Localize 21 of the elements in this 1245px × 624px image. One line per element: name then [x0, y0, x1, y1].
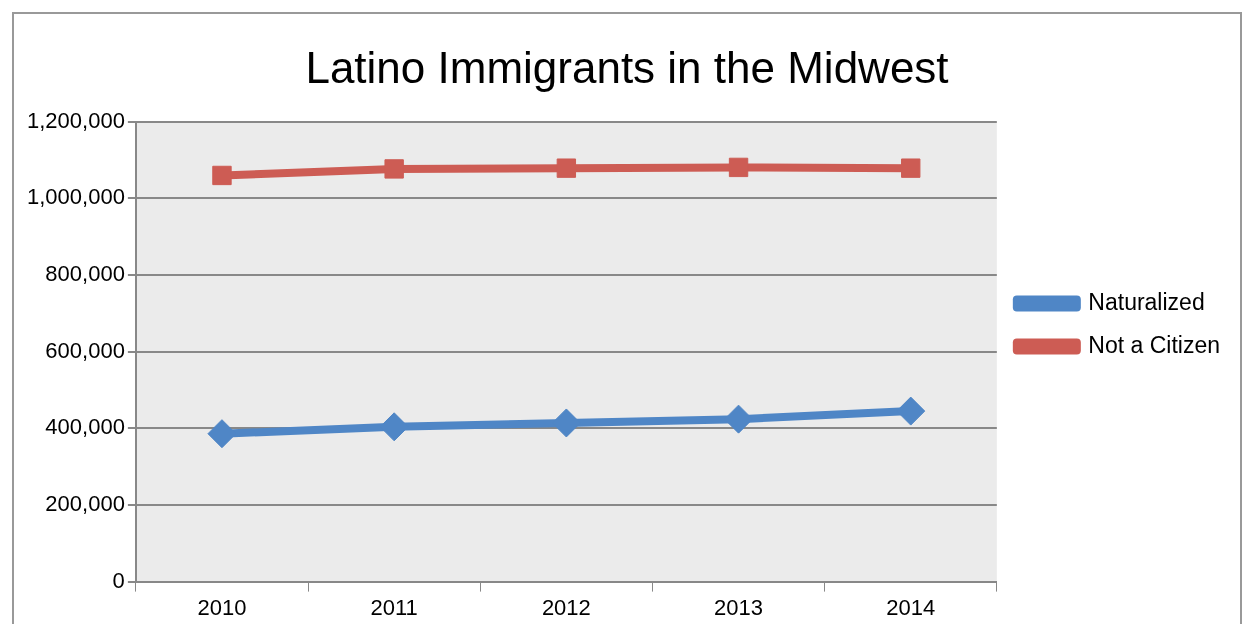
x-tick-label: 2011 [370, 594, 418, 620]
point [212, 165, 232, 186]
y-tick-label: 1,000,000 [27, 184, 125, 210]
point [728, 157, 749, 178]
x-tick-label: 2012 [541, 594, 591, 620]
x-tick-label: 2010 [197, 594, 247, 620]
x-tick-label: 2013 [714, 594, 764, 620]
point [896, 396, 926, 426]
y-tick-label: 400,000 [45, 414, 125, 440]
legend-label: Not a Citizen [1088, 331, 1221, 358]
y-tick-label: 600,000 [45, 337, 125, 363]
y-tick-label: 1,200,000 [27, 107, 125, 133]
point [901, 158, 921, 178]
point [384, 159, 404, 179]
y-tick-label: 0 [112, 567, 125, 593]
chart-title: Latino Immigrants in the Midwest [305, 42, 949, 92]
y-tick-label: 800,000 [45, 261, 125, 287]
legend-label: Naturalized [1088, 288, 1205, 315]
point [556, 158, 577, 178]
y-tick-label: 200,000 [45, 491, 125, 517]
x-tick-label: 2014 [886, 594, 936, 620]
